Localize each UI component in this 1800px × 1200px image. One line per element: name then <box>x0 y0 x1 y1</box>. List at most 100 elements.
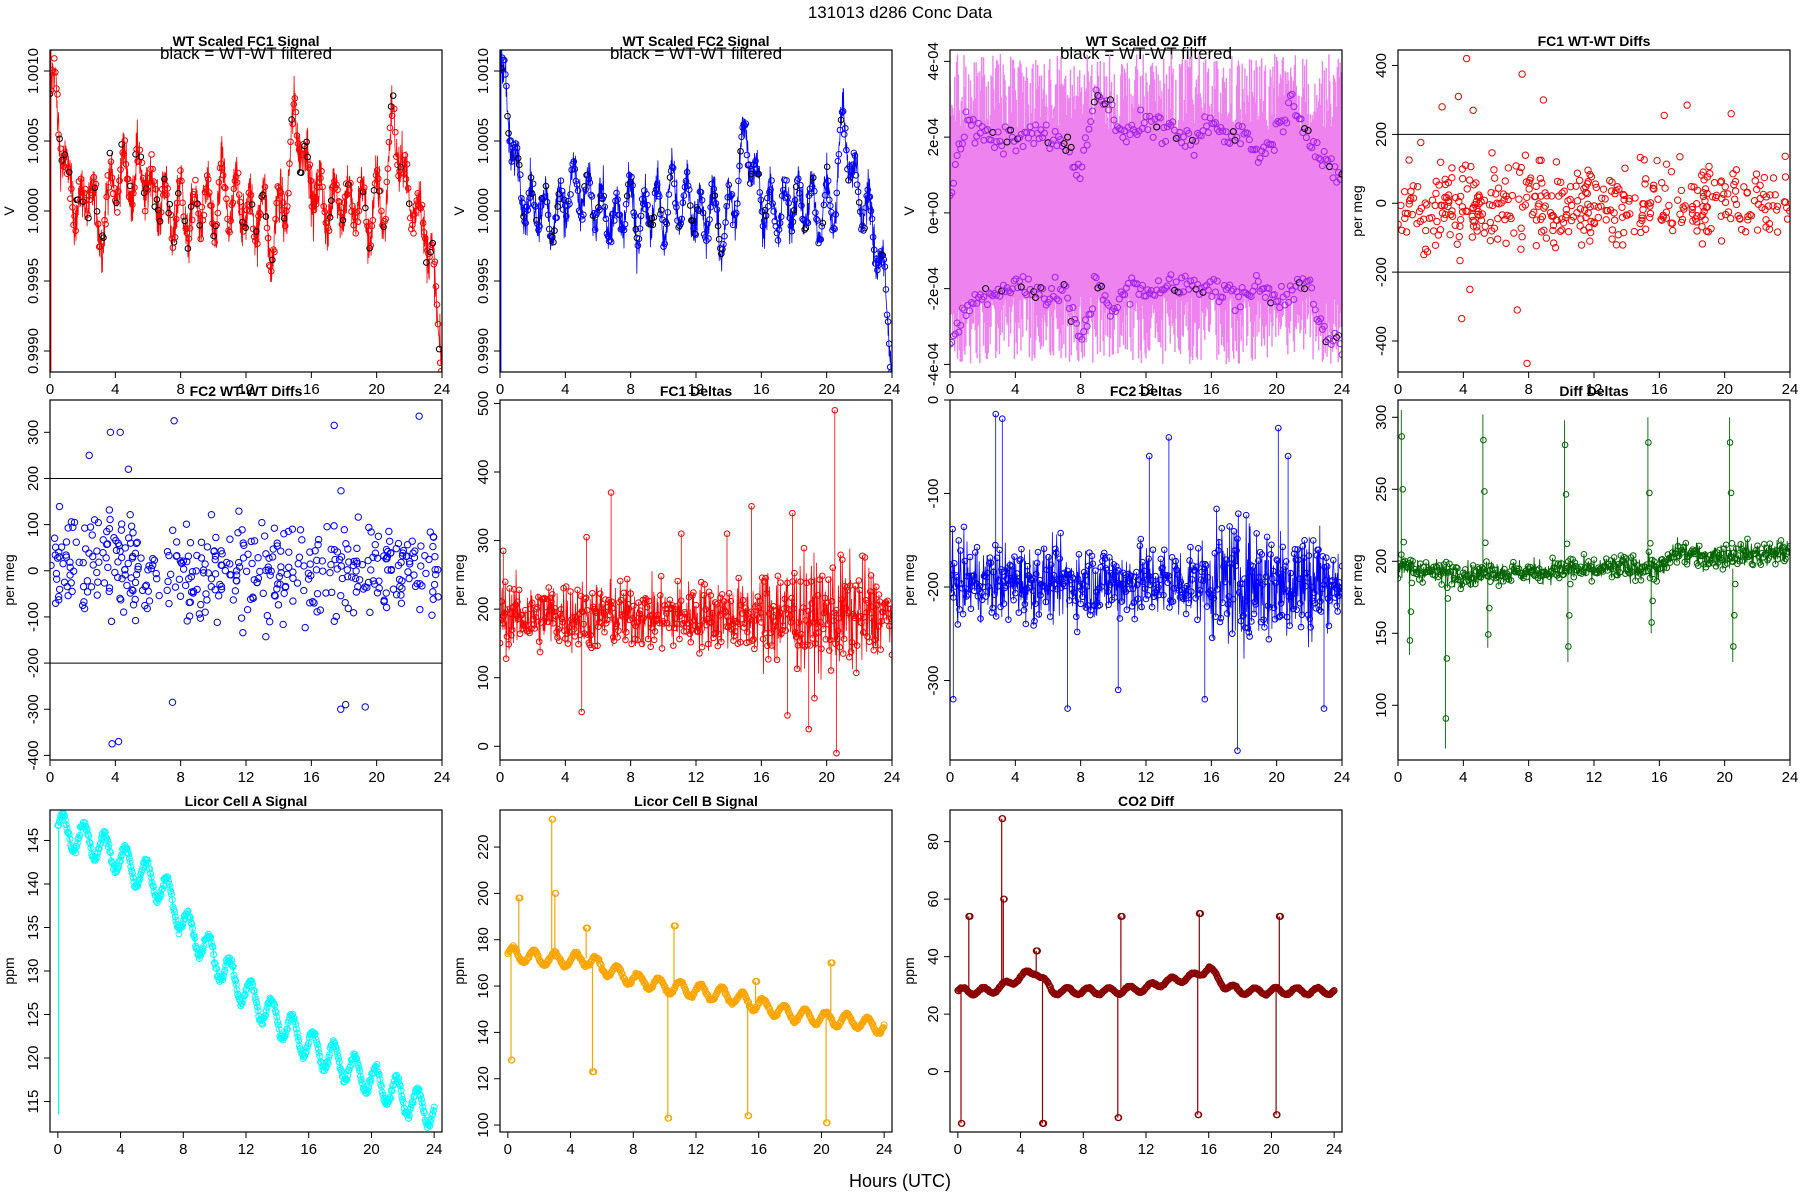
data-point <box>405 1114 413 1122</box>
data-point <box>566 956 574 964</box>
data-point <box>204 933 212 941</box>
data-point <box>996 137 1004 145</box>
data-point <box>195 955 203 963</box>
data-point <box>96 242 104 250</box>
data-point <box>1625 194 1634 203</box>
data-point <box>1073 613 1080 621</box>
data-point <box>852 582 859 589</box>
data-point <box>1508 191 1517 200</box>
data-point <box>51 543 60 551</box>
panel-annotation: black = WT-WT filtered <box>610 44 782 63</box>
x-tick-label: 16 <box>753 769 770 786</box>
data-point <box>333 1047 341 1055</box>
data-point <box>558 615 566 623</box>
data-point <box>525 189 533 197</box>
data-point <box>682 610 689 618</box>
data-point <box>1331 594 1339 601</box>
data-point <box>1051 127 1059 135</box>
data-point <box>1563 564 1571 572</box>
data-point <box>686 630 694 638</box>
data-point <box>1058 584 1065 591</box>
data-point <box>277 189 285 197</box>
data-point <box>1289 591 1296 598</box>
data-point <box>1634 562 1641 569</box>
data-point <box>978 596 986 604</box>
data-point <box>1112 126 1120 134</box>
data-point <box>58 157 66 164</box>
data-point <box>1176 128 1184 136</box>
data-point <box>175 930 183 938</box>
data-point <box>1128 274 1136 282</box>
data-point <box>137 554 145 562</box>
data-point <box>508 158 516 165</box>
data-point <box>615 627 622 634</box>
data-point <box>426 253 433 261</box>
y-tick-label: 120 <box>475 1066 492 1091</box>
data-point <box>1327 155 1335 163</box>
data-point <box>234 529 242 537</box>
spike-point <box>1284 452 1292 460</box>
data-point <box>144 587 152 595</box>
data-point <box>1320 322 1328 330</box>
data-point <box>81 524 89 532</box>
data-point <box>855 199 863 206</box>
data-point <box>1649 597 1656 605</box>
data-point <box>873 583 880 591</box>
data-point <box>738 610 746 617</box>
data-point <box>285 548 293 556</box>
data-point <box>143 604 151 613</box>
x-tick-label: 24 <box>876 1141 893 1158</box>
data-point <box>211 239 218 246</box>
data-point <box>309 193 317 200</box>
data-point <box>1039 285 1047 293</box>
data-point <box>260 532 269 540</box>
data-point <box>812 640 819 647</box>
data-point <box>131 595 139 604</box>
x-tick-label: 16 <box>1203 381 1220 398</box>
data-point <box>1246 633 1253 640</box>
data-point <box>869 603 877 611</box>
panel-title: Licor Cell B Signal <box>634 793 758 809</box>
data-point <box>882 286 890 293</box>
data-point <box>689 592 696 599</box>
data-point <box>373 167 381 174</box>
data-point <box>1013 570 1021 577</box>
data-point <box>1144 286 1152 294</box>
data-point <box>880 256 888 263</box>
data-point <box>1251 282 1259 290</box>
data-point <box>1423 201 1431 209</box>
data-point <box>839 556 846 564</box>
data-point <box>179 199 186 207</box>
data-point <box>200 211 208 219</box>
data-point <box>192 567 200 575</box>
data-point <box>1442 193 1451 202</box>
data-point <box>588 193 596 200</box>
data-point <box>637 212 645 220</box>
data-point <box>254 240 261 247</box>
data-point <box>69 523 77 532</box>
data-point <box>861 554 869 561</box>
data-point <box>690 589 697 596</box>
data-point <box>63 824 71 832</box>
data-point <box>512 140 520 147</box>
data-point <box>792 629 799 636</box>
data-point <box>619 973 627 981</box>
data-point <box>80 189 88 197</box>
data-point <box>1481 222 1489 231</box>
data-point <box>824 177 832 185</box>
data-point <box>1754 200 1763 208</box>
data-point <box>218 561 226 570</box>
series-line <box>507 819 885 1123</box>
data-point <box>51 551 60 559</box>
data-point <box>1200 577 1207 584</box>
data-point <box>1431 201 1439 210</box>
data-point <box>431 258 439 265</box>
data-point <box>1401 209 1410 218</box>
data-point <box>107 849 115 857</box>
data-point <box>319 183 326 191</box>
data-point <box>1238 284 1246 292</box>
data-point <box>64 164 72 172</box>
data-point <box>422 569 430 578</box>
data-point <box>1517 245 1525 253</box>
